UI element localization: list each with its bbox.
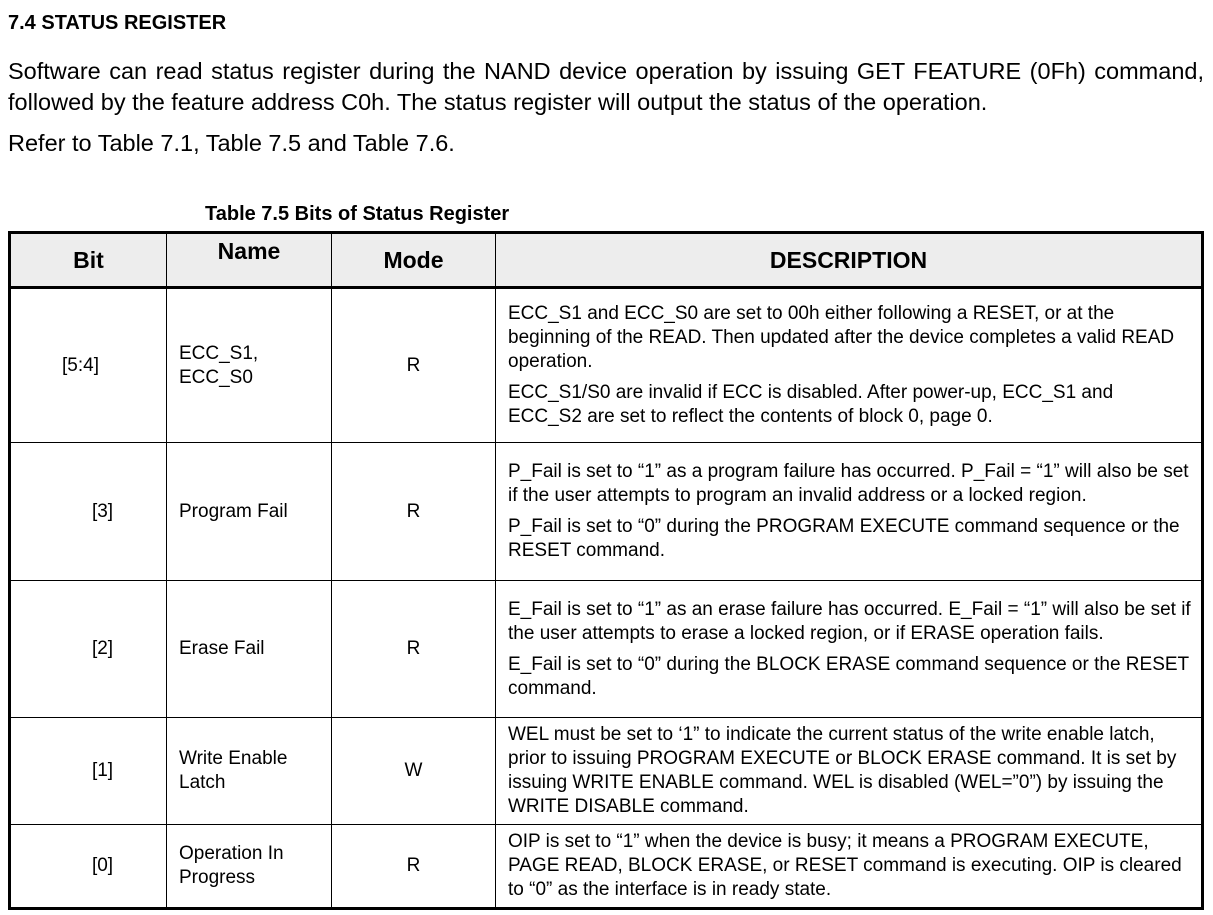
bit-value: [1] [91,760,114,781]
mode-cell: R [331,824,496,909]
status-register-table: Bit Name Mode DESCRIPTION [5:4] ECC_S1, E… [8,231,1204,910]
mode-cell: R [331,287,496,443]
name-cell: Program Fail [166,442,332,581]
table-row: [0] Operation In Progress R OIP is set to “… [9,824,1203,909]
description-paragraph: E_Fail is set to “0” during the BLOCK ER… [508,653,1189,699]
bit-value: [5:4] [62,354,99,376]
description-paragraph: OIP is set to “1” when the device is bus… [508,831,1182,900]
table-row: [3] Program Fail R P_Fail is set to “1” as … [9,442,1203,581]
description-paragraph: E_Fail is set to “1” as an erase failure… [508,598,1191,644]
bit-value: [2] [91,638,114,659]
bit-cell: [3] [9,442,167,581]
name-cell: ECC_S1, ECC_S0 [166,287,332,443]
description-paragraph: P_Fail is set to “1” as a program failur… [508,461,1189,506]
bit-value: [0] [91,855,114,876]
header-name: Name [166,232,332,289]
bit-cell: [5:4] [9,287,167,443]
mode-cell: R [331,580,496,718]
description-paragraph: ECC_S1 and ECC_S0 are set to 00h either … [508,303,1175,372]
name-cell: Operation In Progress [166,824,332,909]
description-paragraph: P_Fail is set to “0” during the PROGRAM … [508,516,1180,561]
description-cell: ECC_S1 and ECC_S0 are set to 00h either … [495,287,1203,443]
description-paragraph: ECC_S1/S0 are invalid if ECC is disabled… [508,382,1114,427]
intro-paragraph: Software can read status register during… [8,58,1204,115]
header-bit: Bit [9,232,167,289]
table-row: [1] Write Enable Latch W WEL must be set to… [9,717,1203,825]
bit-cell: [0] [9,824,167,909]
table-header-row: Bit Name Mode DESCRIPTION [9,232,1203,289]
table-row: [2] Erase Fail R E_Fail is set to “1” as an… [9,580,1203,718]
reference-paragraph: Refer to Table 7.1, Table 7.5 and Table … [8,130,455,156]
description-cell: OIP is set to “1” when the device is bus… [495,824,1203,909]
description-cell: E_Fail is set to “1” as an erase failure… [495,580,1203,718]
description-paragraph: WEL must be set to ‘1” to indicate the c… [508,724,1177,817]
mode-cell: W [331,717,496,825]
description-cell: WEL must be set to ‘1” to indicate the c… [495,717,1203,825]
bit-value: [3] [91,500,114,522]
table-caption: Table 7.5 Bits of Status Register [205,203,510,225]
mode-cell: R [331,442,496,581]
section-heading: 7.4 STATUS REGISTER [8,12,227,34]
table-row: [5:4] ECC_S1, ECC_S0 R ECC_S1 and ECC_S0 ar… [9,287,1203,443]
header-description: DESCRIPTION [495,232,1203,289]
description-cell: P_Fail is set to “1” as a program failur… [495,442,1203,581]
name-cell: Write Enable Latch [166,717,332,825]
name-cell: Erase Fail [166,580,332,718]
bit-cell: [2] [9,580,167,718]
header-mode: Mode [331,232,496,289]
bit-cell: [1] [9,717,167,825]
